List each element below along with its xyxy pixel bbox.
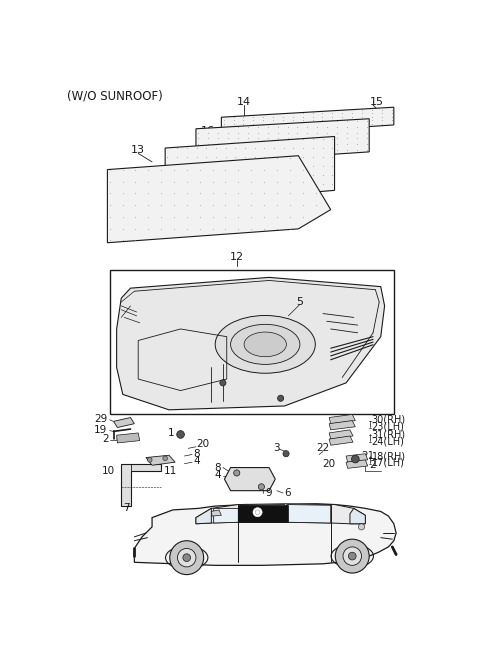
Text: 1: 1 [168,428,174,438]
Text: 13: 13 [131,146,145,155]
Polygon shape [287,504,331,523]
Circle shape [234,470,240,476]
Circle shape [336,539,369,573]
Text: 21: 21 [361,451,375,461]
Polygon shape [329,436,353,445]
Polygon shape [346,454,368,462]
Circle shape [283,451,289,457]
Text: 24(LH): 24(LH) [372,436,404,446]
Text: 4: 4 [215,470,221,480]
Text: 14: 14 [237,97,251,107]
Circle shape [178,548,196,567]
Circle shape [163,456,168,461]
Text: (W/O SUNROOF): (W/O SUNROOF) [67,89,163,102]
Text: 2: 2 [102,434,109,444]
Polygon shape [329,430,353,439]
Text: 2: 2 [369,461,376,470]
Bar [110,270,394,415]
Polygon shape [329,415,355,424]
Text: 23(LH): 23(LH) [372,422,404,432]
Text: 6: 6 [285,488,291,498]
Polygon shape [196,504,365,523]
Text: 10: 10 [102,466,115,476]
Text: 8: 8 [193,449,200,459]
Polygon shape [114,417,134,428]
Text: 5: 5 [296,297,303,307]
Circle shape [359,523,365,530]
Circle shape [348,552,356,560]
Text: 3: 3 [274,443,280,453]
Ellipse shape [244,332,287,357]
Polygon shape [211,510,221,516]
Text: 29: 29 [94,414,108,424]
Polygon shape [196,119,369,163]
Polygon shape [225,468,275,491]
Text: 22: 22 [316,443,330,453]
Text: 17(LH): 17(LH) [372,458,404,468]
Polygon shape [196,508,211,523]
Text: 7: 7 [123,503,130,514]
Circle shape [343,547,361,565]
Polygon shape [117,277,384,410]
Text: 12: 12 [230,253,244,262]
Polygon shape [117,433,140,443]
Circle shape [351,455,359,463]
Polygon shape [214,508,238,523]
Text: 11: 11 [164,466,177,476]
Text: 20: 20 [323,459,336,469]
Circle shape [258,483,264,490]
Polygon shape [350,508,365,523]
Text: 31(RH): 31(RH) [372,430,406,440]
Text: 8: 8 [215,462,221,472]
Ellipse shape [215,316,315,373]
Text: 4: 4 [193,457,200,466]
Text: 19: 19 [94,425,108,435]
Text: 16: 16 [201,126,215,136]
Circle shape [183,554,191,562]
Polygon shape [221,107,394,136]
Polygon shape [121,464,161,506]
Polygon shape [238,504,288,522]
Polygon shape [146,455,175,465]
Polygon shape [165,136,335,204]
Circle shape [277,395,284,401]
Circle shape [255,510,260,514]
Ellipse shape [230,324,300,364]
Text: 18(RH): 18(RH) [372,451,406,461]
Text: 15: 15 [370,97,384,107]
Circle shape [253,508,262,517]
Text: 30(RH): 30(RH) [372,415,406,425]
Circle shape [220,380,226,386]
Text: 20: 20 [196,440,209,449]
Polygon shape [329,420,355,430]
Polygon shape [108,155,331,243]
Text: 9: 9 [265,488,272,498]
Polygon shape [240,504,285,522]
Circle shape [177,430,184,438]
Circle shape [147,458,152,462]
Polygon shape [134,504,396,565]
Polygon shape [346,460,368,468]
Circle shape [170,541,204,575]
